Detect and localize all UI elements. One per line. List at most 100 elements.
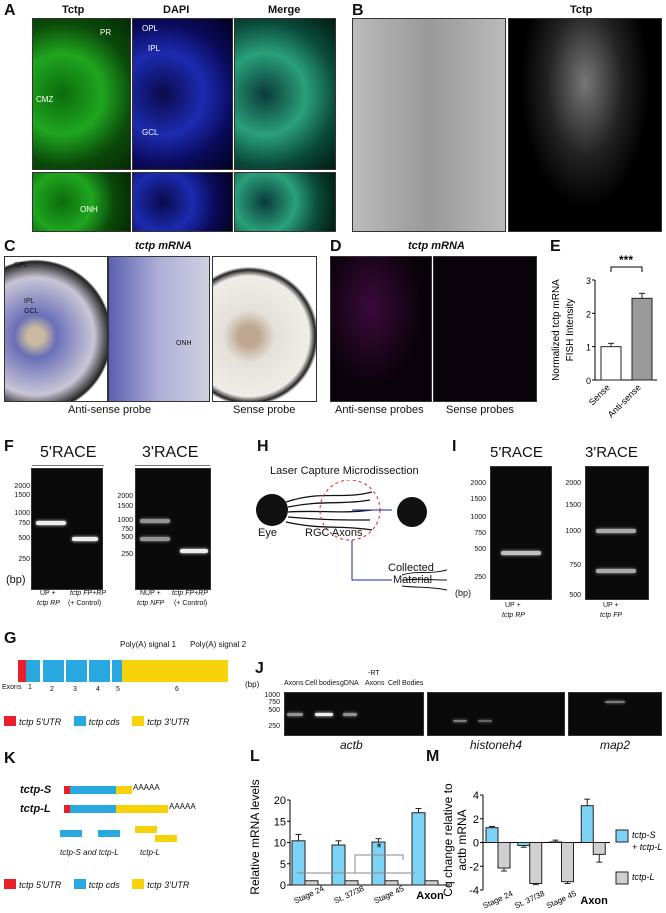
i-lane: UP + [603,602,619,609]
i-lane: tctp RP [502,612,525,619]
panel-label-d: D [330,238,342,255]
f-lane: tctp RP [37,600,60,607]
g-exon1-utr [18,660,26,682]
gel-i-5race [490,466,552,600]
f-lane: tctp NFP [137,600,165,607]
panel-label-h: H [257,438,269,455]
g-exons-label: Exons [2,684,22,691]
j-lane: Cell Bodies [388,680,424,687]
image-b-tctp [508,18,662,232]
i-lane: tctp FP [600,612,623,619]
image-d-sense [433,256,537,402]
bar [485,827,499,843]
bar [304,880,319,886]
k-polya: AAAAA [133,783,160,792]
h-axons-label: RGC Axons [305,527,363,539]
bar [331,844,346,886]
panel-label-a: A [4,2,16,19]
x-tick-label: Stage 45 [373,884,406,906]
lcm-diagram [256,480,448,591]
y-tick-label: 1 [586,343,591,353]
significance-bracket [297,854,415,874]
f-lane: tctp FP+RP [70,590,106,597]
j-gene-actb: actb [340,738,363,752]
image-a-merge [234,18,336,170]
panel-label-c: C [4,238,16,255]
label-onh: ONH [80,205,98,214]
f-title-5race: 5'RACE [40,444,97,461]
bar [371,841,386,886]
g-legend: tctp 5'UTR tctp cds tctp 3'UTR [4,712,189,730]
j-lane: gDNA [340,680,359,687]
x-tick-label: Anti-sense [606,382,643,419]
image-a-dapi-inset [132,172,233,232]
gel-j-histoneh4 [427,692,565,736]
k-tctp-l: tctp-L [20,803,51,815]
c-label-onh: ONH [176,340,192,347]
col-title-dapi: DAPI [163,4,190,16]
d-antisense-label: Anti-sense probes [335,404,424,416]
k-product-1: tctp-S and tctp-L [60,848,119,857]
y-tick-label: 0 [280,880,286,892]
j-lane: Cell bodies [305,680,340,687]
y-tick-label: 2 [586,309,591,319]
y-axis-label: Cq change relative to [441,783,455,897]
g-exon-num: 1 [28,684,32,691]
j-gene-histoneh4: histoneh4 [470,738,523,752]
bar [631,297,653,381]
image-b-brightfield [352,18,506,232]
j-rt: -RT [368,670,380,677]
legend-label: + tctp-L [632,842,662,852]
x-tick-label: Axon [580,895,608,907]
d-title: tctp mRNA [408,240,465,252]
panel-label-f: F [4,438,14,455]
f-lane: (+ Control) [68,600,102,607]
f-lane: UP + [40,590,56,597]
y-axis-label: actb mRNA [455,809,469,870]
bar [529,842,543,884]
significance-bracket [610,266,643,272]
panel-label-m: M [426,748,440,765]
f-lane: (+ Control) [174,600,208,607]
g-exon6-utr [122,660,228,682]
panel-label-e: E [550,238,561,255]
y-tick-label: -4 [469,885,479,897]
g-exon-num: 3 [73,686,77,693]
label-gcl: GCL [142,128,159,137]
g-exon-num: 2 [50,686,54,693]
label-opl: OPL [142,24,159,33]
label-pr: PR [100,28,112,37]
f-lane: tctp FP+RP [172,590,208,597]
y-tick-label: 3 [586,276,591,286]
g-exon-num: 4 [96,686,100,693]
f-bp: (bp) [6,574,26,586]
image-a-tctp [32,18,131,170]
bar [497,842,511,869]
i-bp: (bp) [455,588,472,598]
k-legend: tctp 5'UTR tctp cds tctp 3'UTR [4,875,189,893]
c-title: tctp mRNA [135,240,192,252]
x-tick-label: Stage 45 [545,889,578,911]
bar [561,842,574,883]
legend-label: tctp-S [632,830,656,840]
legend-label: tctp-L [632,872,655,882]
y-axis-label: Normalized tctp mRNA [551,279,562,381]
bar [600,346,622,381]
g-exon5-cds [112,660,122,682]
image-a-merge-inset [234,172,336,232]
y-tick-label: 20 [274,795,286,807]
gel-f-5race [31,468,103,590]
h-title: Laser Capture Microdissection [270,465,419,477]
label-cmz: CMZ [36,95,54,104]
col-title-tctp: Tctp [62,4,85,16]
bar [580,805,594,843]
h-collected-2: Material [393,574,433,586]
image-c-antisense [4,256,108,402]
y-tick-label: 10 [274,838,286,850]
panel-label-k: K [4,750,16,767]
c-label-gcl: GCL [24,308,39,315]
bar [291,840,306,886]
k-product-2: tctp-L [140,848,161,857]
c-sense-label: Sense probe [233,404,296,416]
